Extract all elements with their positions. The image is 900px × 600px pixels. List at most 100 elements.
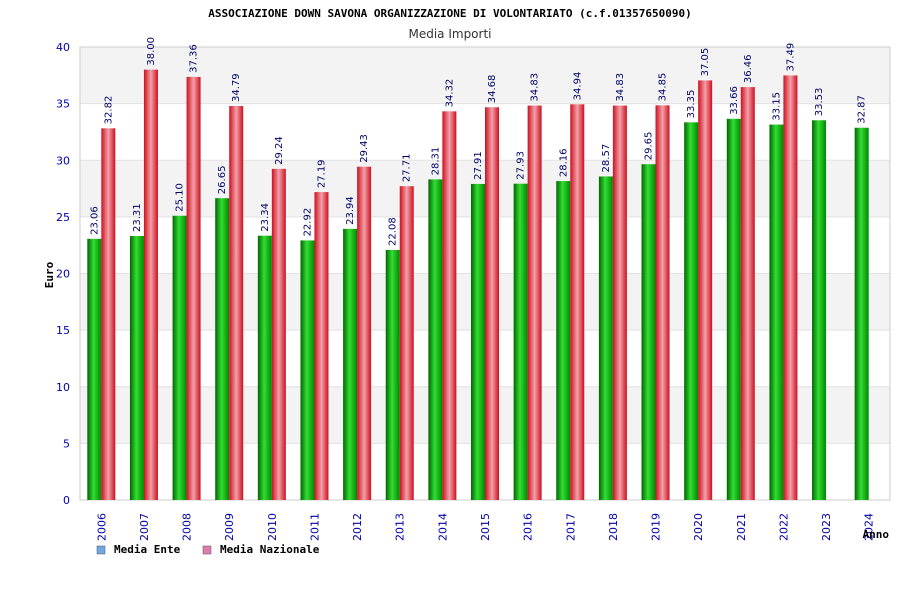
bar-media-nazionale-2014 [442, 111, 457, 501]
x-axis-label: Anno [863, 528, 890, 541]
bar-media-nazionale-2018 [612, 105, 627, 501]
data-label: 28.57 [601, 144, 612, 173]
bar-media-nazionale-2016 [527, 105, 542, 501]
bar-media-ente-2013 [385, 249, 400, 500]
bar-media-ente-2023 [812, 120, 827, 500]
bar-media-ente-2019 [641, 164, 656, 500]
bar-media-ente-2018 [598, 176, 613, 500]
bar-media-ente-2008 [172, 215, 187, 500]
legend-swatch-media-nazionale [202, 545, 212, 555]
bar-media-ente-2014 [428, 179, 443, 500]
x-axis-ticks: 2006 2007 2008 2009 2010 2011 2012 2013 2014 2015… [95, 513, 875, 541]
x-tick-label: 2009 [223, 513, 236, 541]
data-label: 34.85 [658, 73, 669, 102]
legend-swatch-media-ente [96, 545, 106, 555]
bar-media-nazionale-2013 [399, 186, 414, 500]
bars: 23.06 32.82 23.31 38.00 25.10 37.36 26.65 34.79… [87, 37, 869, 501]
x-tick-label: 2008 [181, 513, 194, 541]
data-label: 27.91 [473, 151, 484, 180]
data-label: 32.87 [857, 95, 868, 124]
y-tick-label: 30 [56, 154, 70, 167]
legend-label-media-ente: Media Ente [114, 543, 181, 556]
data-label: 27.93 [516, 151, 527, 180]
bar-media-ente-2015 [471, 183, 485, 500]
data-label: 27.19 [316, 159, 327, 188]
x-tick-label: 2017 [564, 513, 577, 541]
bar-media-nazionale-2007 [143, 69, 158, 501]
data-label: 34.32 [444, 79, 455, 108]
data-label: 34.94 [572, 72, 583, 101]
data-label: 37.05 [700, 48, 711, 77]
y-axis-label: Euro [43, 261, 56, 288]
data-label: 26.65 [217, 166, 228, 195]
data-label: 27.71 [402, 154, 413, 183]
data-label: 23.94 [345, 196, 356, 225]
data-label: 22.08 [388, 217, 399, 246]
bar-media-ente-2009 [215, 198, 230, 500]
y-tick-label: 5 [63, 437, 70, 450]
data-label: 29.43 [359, 134, 370, 163]
data-label: 23.06 [89, 206, 100, 235]
y-tick-label: 10 [56, 381, 70, 394]
bar-media-ente-2010 [257, 235, 272, 500]
data-label: 33.15 [771, 92, 782, 121]
bar-media-ente-2012 [343, 228, 358, 500]
x-tick-label: 2013 [394, 513, 407, 541]
data-label: 22.92 [302, 208, 313, 237]
data-label: 34.79 [231, 73, 242, 102]
chart-subtitle: Media Importi [408, 27, 491, 41]
bar-media-nazionale-2022 [783, 75, 798, 500]
data-label: 29.65 [644, 132, 655, 161]
bar-media-nazionale-2015 [485, 107, 499, 501]
x-tick-label: 2006 [95, 513, 108, 541]
y-tick-label: 40 [56, 41, 70, 54]
data-label: 37.36 [189, 44, 200, 73]
y-tick-label: 15 [56, 324, 70, 337]
bar-media-ente-2020 [684, 122, 699, 500]
bar-media-nazionale-2009 [229, 106, 244, 501]
x-tick-label: 2024 [863, 513, 876, 541]
x-tick-label: 2022 [777, 513, 790, 541]
legend-label-media-nazionale: Media Nazionale [220, 543, 320, 556]
data-label: 36.46 [743, 54, 754, 83]
legend: Media Ente Media Nazionale [96, 543, 320, 556]
bar-media-nazionale-2020 [698, 80, 713, 500]
bar-media-nazionale-2008 [186, 76, 201, 500]
x-tick-label: 2015 [479, 513, 492, 541]
bar-media-ente-2024 [854, 127, 869, 500]
bar-media-ente-2007 [129, 236, 144, 500]
bar-media-nazionale-2017 [570, 104, 585, 500]
bar-media-nazionale-2019 [655, 105, 670, 500]
bar-media-nazionale-2010 [271, 168, 286, 500]
x-tick-label: 2012 [351, 513, 364, 541]
x-tick-label: 2019 [650, 513, 663, 541]
y-tick-label: 20 [56, 268, 70, 281]
plot-band [80, 47, 890, 104]
data-label: 28.16 [558, 148, 569, 177]
bar-media-nazionale-2021 [740, 87, 755, 500]
data-label: 38.00 [146, 37, 157, 66]
data-label: 34.68 [487, 75, 498, 104]
bar-media-nazionale-2011 [314, 192, 329, 501]
x-tick-label: 2010 [266, 513, 279, 541]
data-label: 33.53 [814, 88, 825, 117]
data-label: 33.66 [729, 86, 740, 115]
data-label: 32.82 [103, 96, 114, 125]
y-tick-label: 35 [56, 98, 70, 111]
x-tick-label: 2016 [522, 513, 535, 541]
bar-media-ente-2017 [556, 181, 571, 500]
data-label: 28.31 [430, 147, 441, 176]
x-tick-label: 2021 [735, 513, 748, 541]
y-tick-label: 0 [63, 494, 70, 507]
bar-media-ente-2011 [300, 240, 315, 500]
bar-media-ente-2016 [513, 183, 528, 500]
x-tick-label: 2018 [607, 513, 620, 541]
data-label: 34.83 [615, 73, 626, 102]
bar-media-ente-2021 [726, 118, 741, 500]
y-tick-label: 25 [56, 211, 70, 224]
data-label: 33.35 [686, 90, 697, 119]
data-label: 29.24 [274, 136, 285, 165]
bar-media-nazionale-2006 [101, 128, 116, 500]
data-label: 25.10 [175, 183, 186, 212]
